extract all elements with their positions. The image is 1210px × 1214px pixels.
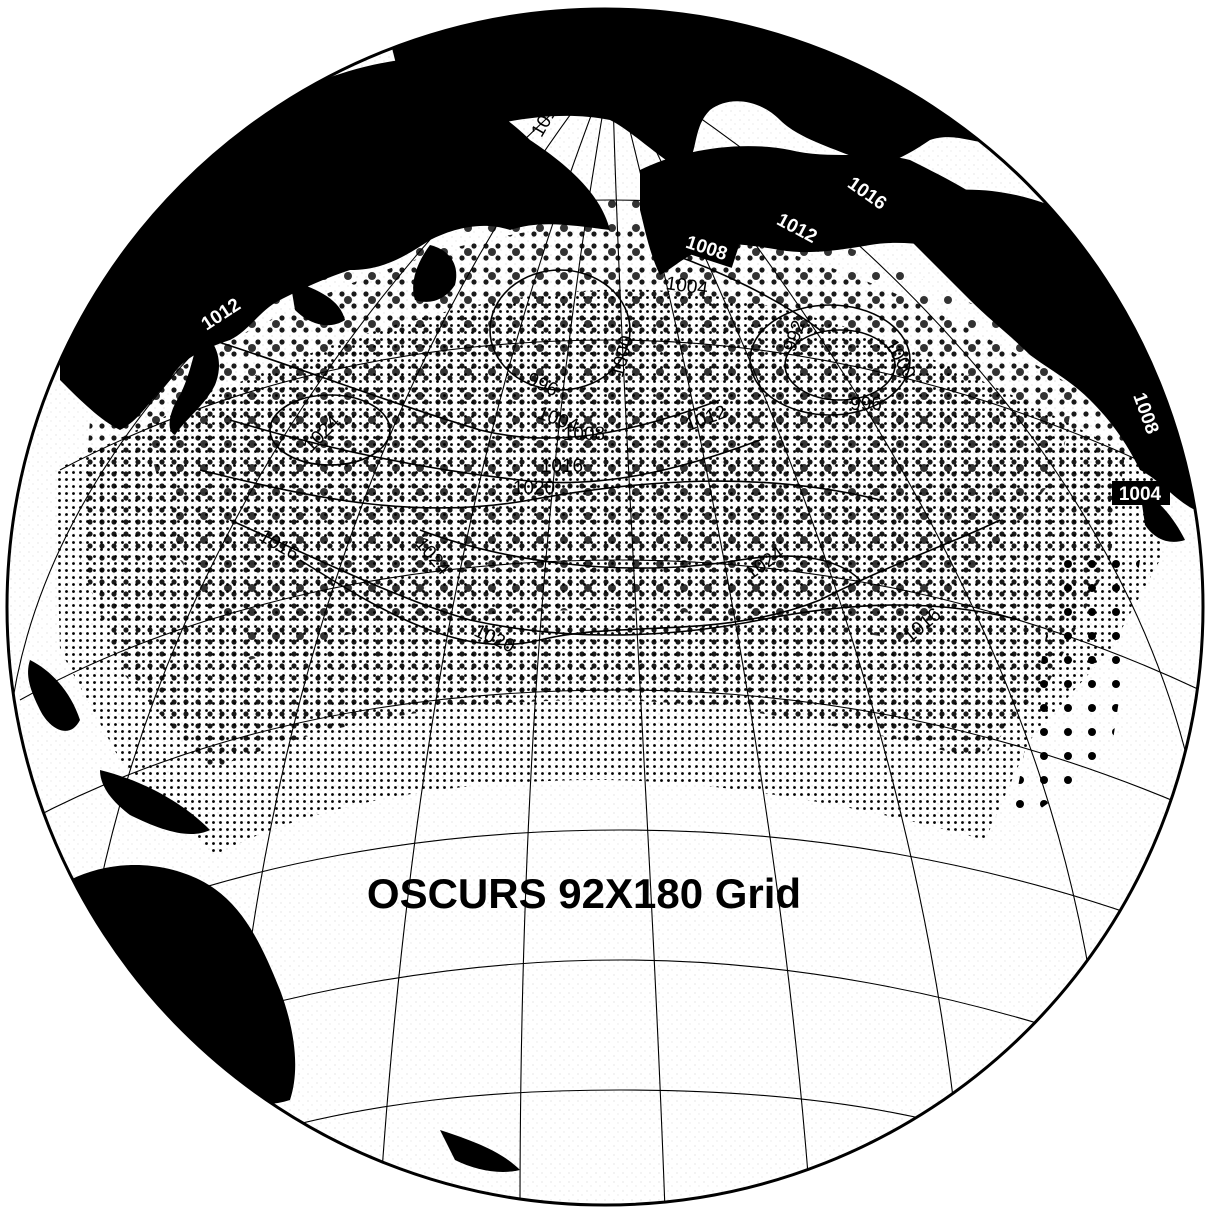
contour-label: 1016	[541, 456, 583, 477]
land-indonesia	[28, 660, 80, 731]
contour-label: 996	[850, 394, 882, 415]
svg-text:996: 996	[850, 394, 882, 415]
svg-text:1004: 1004	[1119, 484, 1162, 505]
graticule	[9, 59, 1201, 1205]
svg-text:1020: 1020	[513, 478, 555, 499]
grid-field-bigdots	[150, 194, 1080, 661]
land-new-zealand	[440, 1130, 520, 1172]
map-title: OSCURS 92X180 Grid	[367, 870, 801, 917]
contour-label: 1008	[563, 424, 605, 445]
land-japan	[169, 330, 220, 435]
isobars	[179, 249, 1021, 646]
land-kamchatka	[413, 245, 457, 302]
globe-outline	[5, 7, 1205, 1207]
svg-text:1008: 1008	[563, 424, 605, 445]
svg-text:1016: 1016	[541, 456, 583, 477]
land-okhotsk	[290, 280, 345, 326]
grid-field-east	[1010, 560, 1140, 830]
contour-label: 1020	[513, 478, 555, 499]
contour-label: 1004	[1112, 481, 1170, 505]
land-new-guinea	[100, 770, 210, 835]
